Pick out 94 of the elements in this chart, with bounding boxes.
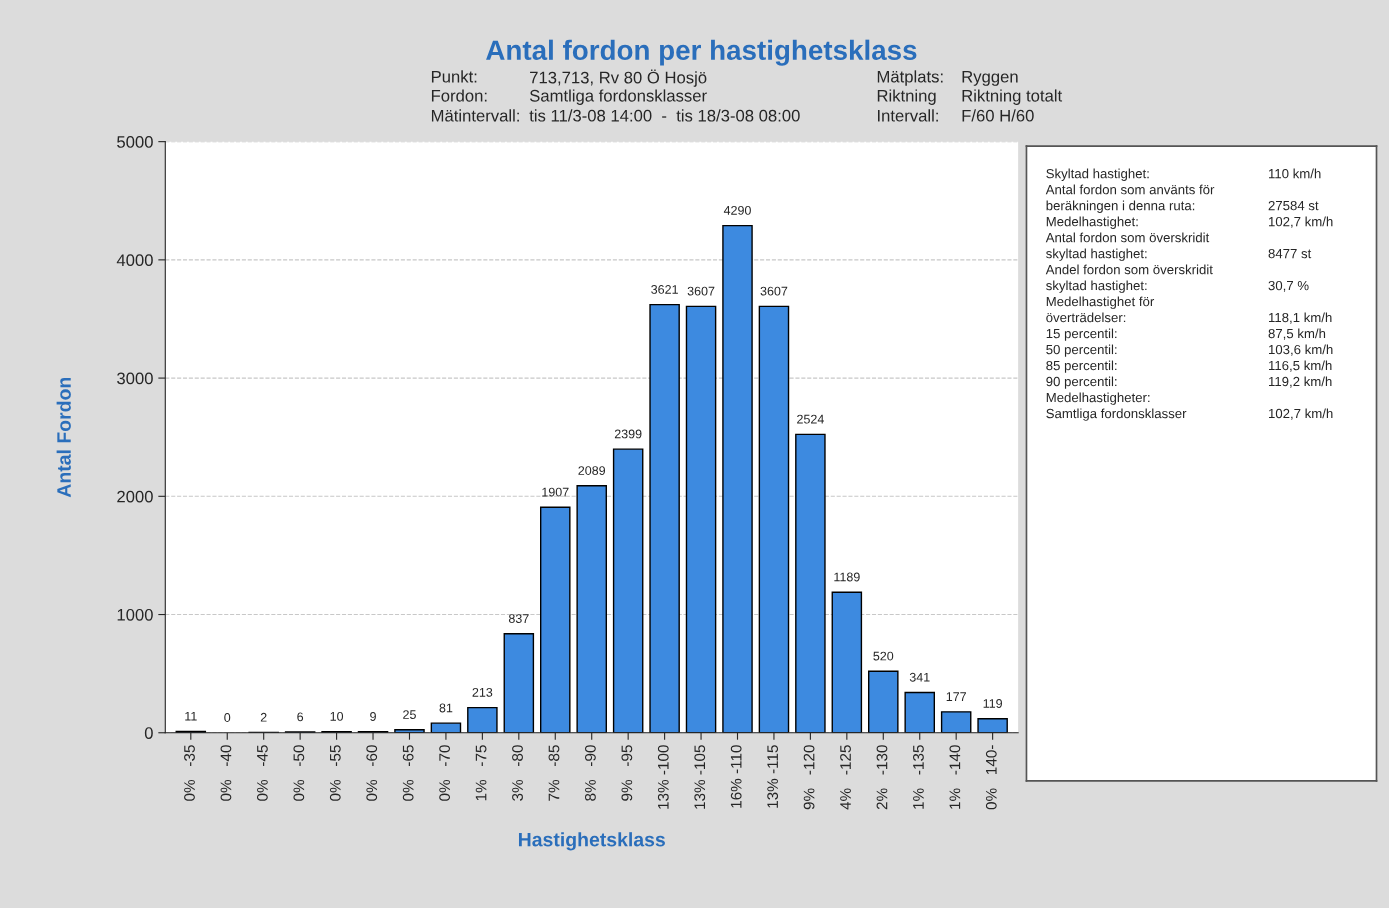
data-label: 2 (260, 712, 267, 722)
x-tick-label: 13% -115 (767, 745, 779, 808)
data-label: 25 (403, 710, 416, 719)
text: Medelhastigheter: (1046, 392, 1150, 405)
data-label: 4290 (723, 205, 751, 215)
text: Intervall: (878, 109, 938, 122)
x-tick-label: 0% -65 (402, 745, 414, 801)
text: tis 11/3-08 14:00 - tis 18/3-08 08:00 (529, 109, 800, 122)
text: Punkt: (431, 70, 477, 83)
text: 713,713, Rv 80 Ö Hosjö (530, 69, 707, 87)
x-tick-label: 0% -35 (184, 745, 195, 801)
data-label: 520 (873, 651, 894, 661)
text: Medelhastighet: (1046, 216, 1138, 229)
x-tick-label: 7% -85 (548, 745, 560, 801)
x-tick-label: 0% -40 (220, 745, 232, 801)
data-label: 2399 (614, 429, 642, 439)
text: 110 km/h (1269, 168, 1321, 179)
data-label: 3607 (687, 286, 715, 296)
x-axis-title: Hastighetsklass (518, 832, 665, 851)
text: 8477 st (1268, 248, 1312, 259)
data-label: 119 (983, 699, 1002, 708)
text: 90 percentil: (1046, 376, 1117, 389)
x-tick-label: 16% -110 (730, 745, 742, 808)
y-tick-label: 5000 (117, 136, 153, 148)
data-label: 341 (909, 672, 930, 682)
chart-title: Antal fordon per hastighetsklass (486, 39, 917, 66)
y-tick-label: 2000 (117, 490, 153, 503)
y-axis-title: Antal Fordon (56, 377, 71, 498)
text: 118,1 km/h (1269, 312, 1332, 324)
y-tick-label: 3000 (117, 372, 153, 385)
text: 119,2 km/h (1269, 376, 1332, 388)
text: beräkningen i denna ruta: (1046, 200, 1195, 213)
data-label: 0 (224, 713, 231, 722)
data-label: 81 (439, 703, 453, 713)
data-label: 2089 (578, 466, 606, 475)
data-label: 213 (472, 687, 493, 697)
data-label: 9 (370, 712, 376, 721)
text: Ryggen (962, 70, 1018, 86)
data-label: 177 (946, 692, 966, 701)
text: Medelhastighet för (1046, 296, 1155, 309)
text: Fordon: (431, 89, 487, 102)
text: Riktning totalt (962, 89, 1063, 105)
x-tick-label: 4% -125 (840, 745, 851, 810)
x-tick-label: 2% -130 (876, 745, 888, 810)
x-tick-label: 9% -120 (803, 745, 815, 810)
x-tick-label: 13% -100 (657, 745, 669, 809)
text: 102,7 km/h (1269, 216, 1333, 228)
data-label: 11 (185, 711, 197, 721)
x-tick-label: 1% -75 (475, 745, 487, 801)
y-tick-label: 4000 (116, 254, 153, 267)
text: 30,7 % (1268, 280, 1309, 292)
text: Skyltad hastighet: (1046, 168, 1149, 181)
x-tick-label: 0% -50 (293, 745, 305, 801)
data-label: 6 (297, 712, 304, 722)
x-tick-label: 8% -90 (585, 745, 596, 801)
text: 50 percentil: (1046, 344, 1117, 357)
data-label: 1189 (834, 572, 860, 582)
x-tick-label: 1% -135 (913, 745, 924, 809)
text: 85 percentil: (1046, 360, 1117, 373)
y-tick-label: 0 (144, 727, 153, 739)
data-label: 3607 (760, 286, 788, 296)
x-tick-label: 13% -105 (694, 745, 706, 809)
data-label: 3621 (651, 285, 678, 294)
x-tick-label: 0% 140- (985, 745, 997, 810)
x-tick-label: 0% -55 (329, 745, 341, 801)
text: Andel fordon som överskridit (1045, 264, 1213, 275)
data-label: 837 (508, 614, 529, 623)
text: Antal fordon som använts för (1045, 184, 1215, 195)
text: 87,5 km/h (1268, 328, 1326, 340)
text: skyltad hastighet: (1046, 280, 1147, 293)
x-tick-label: 0% -60 (366, 745, 378, 801)
y-tick-label: 1000 (117, 608, 153, 621)
x-tick-label: 0% -45 (256, 745, 268, 801)
text: 15 percentil: (1046, 328, 1117, 341)
text: Riktning (877, 89, 936, 105)
x-tick-label: 0% -70 (439, 745, 451, 801)
data-label: 10 (330, 711, 344, 721)
data-label: 1907 (542, 487, 569, 497)
text: F/60 H/60 (962, 109, 1034, 122)
data-label: 2524 (797, 414, 824, 424)
text: överträdelser: (1046, 312, 1126, 323)
text: 116,5 km/h (1269, 360, 1332, 372)
text: 103,6 km/h (1269, 344, 1333, 356)
text: 27584 st (1268, 200, 1319, 211)
x-tick-label: 1% -140 (949, 745, 961, 809)
text: skyltad hastighet: (1046, 248, 1147, 261)
text: 102,7 km/h (1269, 408, 1333, 420)
text: Samtliga fordonsklasser (529, 89, 707, 105)
x-tick-label: 3% -80 (512, 745, 523, 801)
text: Samtliga fordonsklasser (1046, 408, 1187, 421)
text: Antal fordon som överskridit (1045, 232, 1210, 243)
text: Mätplats: (877, 70, 943, 86)
text: Mätintervall: (431, 109, 519, 122)
x-tick-label: 9% -95 (621, 745, 633, 801)
